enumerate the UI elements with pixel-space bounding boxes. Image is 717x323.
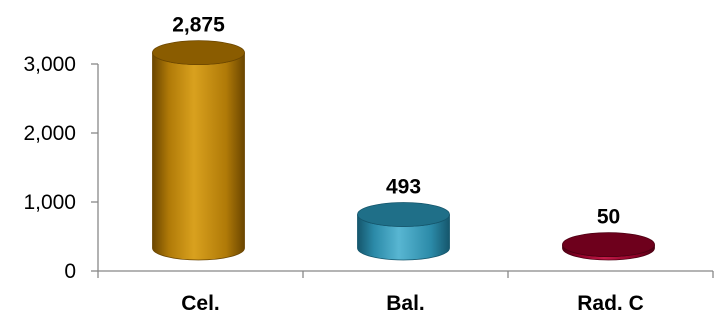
data-label: 50 bbox=[597, 206, 620, 229]
x-ticks bbox=[97, 271, 714, 278]
bar-bal bbox=[357, 202, 450, 261]
data-label: 493 bbox=[386, 175, 421, 198]
axes bbox=[97, 64, 713, 272]
y-tick-label: 1,000 bbox=[23, 191, 76, 214]
data-label: 2,875 bbox=[172, 14, 225, 37]
x-category-label: Bal. bbox=[386, 292, 425, 315]
bars bbox=[152, 40, 655, 261]
x-category-label: Rad. C bbox=[577, 292, 644, 315]
bar-top bbox=[152, 40, 245, 66]
bar-top bbox=[562, 232, 655, 258]
y-ticks: 0 1,000 2,000 3,000 bbox=[23, 53, 98, 283]
y-tick-label: 2,000 bbox=[23, 122, 76, 145]
y-tick-label: 0 bbox=[64, 260, 76, 283]
bar-top bbox=[357, 202, 450, 227]
x-category-label: Cel. bbox=[181, 292, 220, 315]
bar-body bbox=[152, 52, 245, 261]
labels: 2,875 Cel. 493 Bal. 50 Rad. C bbox=[172, 14, 644, 315]
y-tick-label: 3,000 bbox=[23, 53, 76, 76]
bar-cel bbox=[152, 40, 245, 261]
bar-rad-c bbox=[562, 232, 655, 261]
